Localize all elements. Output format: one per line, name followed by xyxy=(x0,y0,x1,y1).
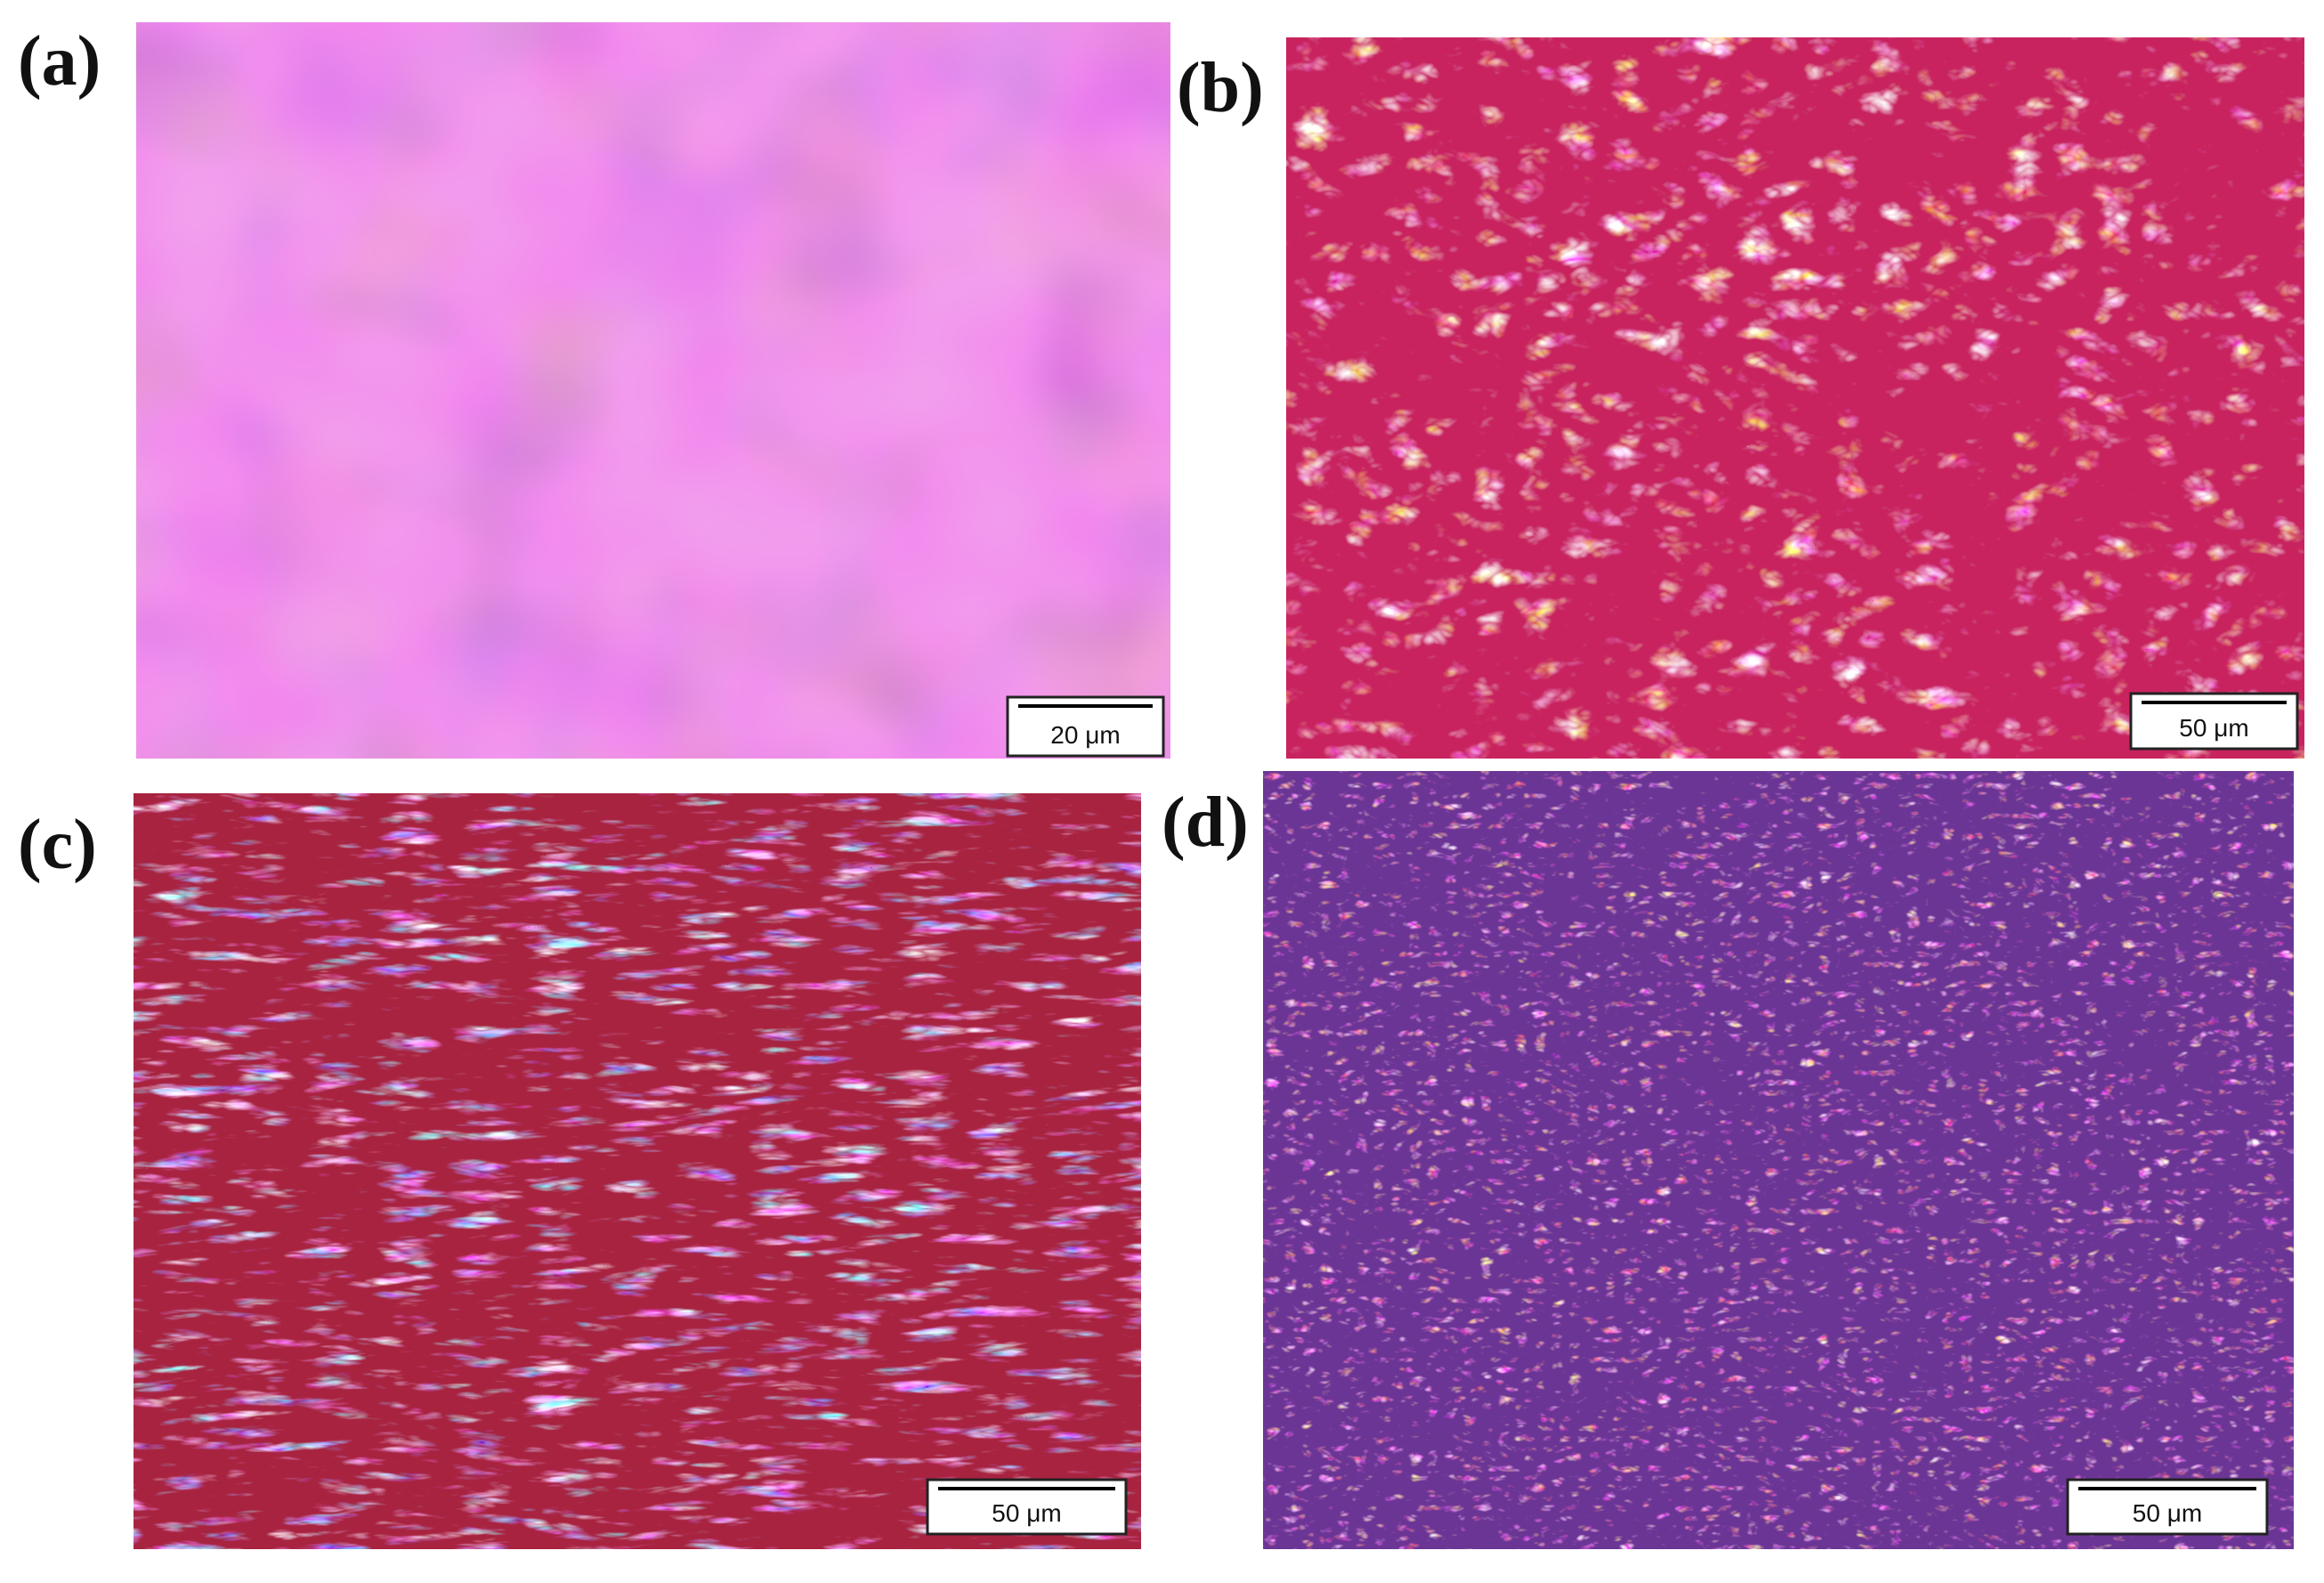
micrograph-texture xyxy=(1286,37,2304,759)
micrograph-texture xyxy=(136,22,1170,759)
panel-label: (c) xyxy=(18,806,97,884)
panel-label: (d) xyxy=(1162,783,1249,862)
panel-label: (a) xyxy=(18,22,101,101)
scale-bar-label: 50 μm xyxy=(2179,714,2248,742)
panel: (a) 20 μm xyxy=(18,22,1170,759)
panel: (b) 50 μm xyxy=(1177,37,2304,759)
scale-bar-label: 50 μm xyxy=(2133,1499,2202,1527)
panel: (d) 50 μm xyxy=(1162,771,2294,1549)
micrograph-texture xyxy=(134,793,1141,1549)
scale-bar-label: 20 μm xyxy=(1050,721,1120,749)
scale-bar-label: 50 μm xyxy=(992,1499,1061,1527)
panel: (c) 50 μm xyxy=(18,793,1141,1549)
micrograph-texture xyxy=(1263,771,2294,1549)
panel-label: (b) xyxy=(1177,49,1264,127)
